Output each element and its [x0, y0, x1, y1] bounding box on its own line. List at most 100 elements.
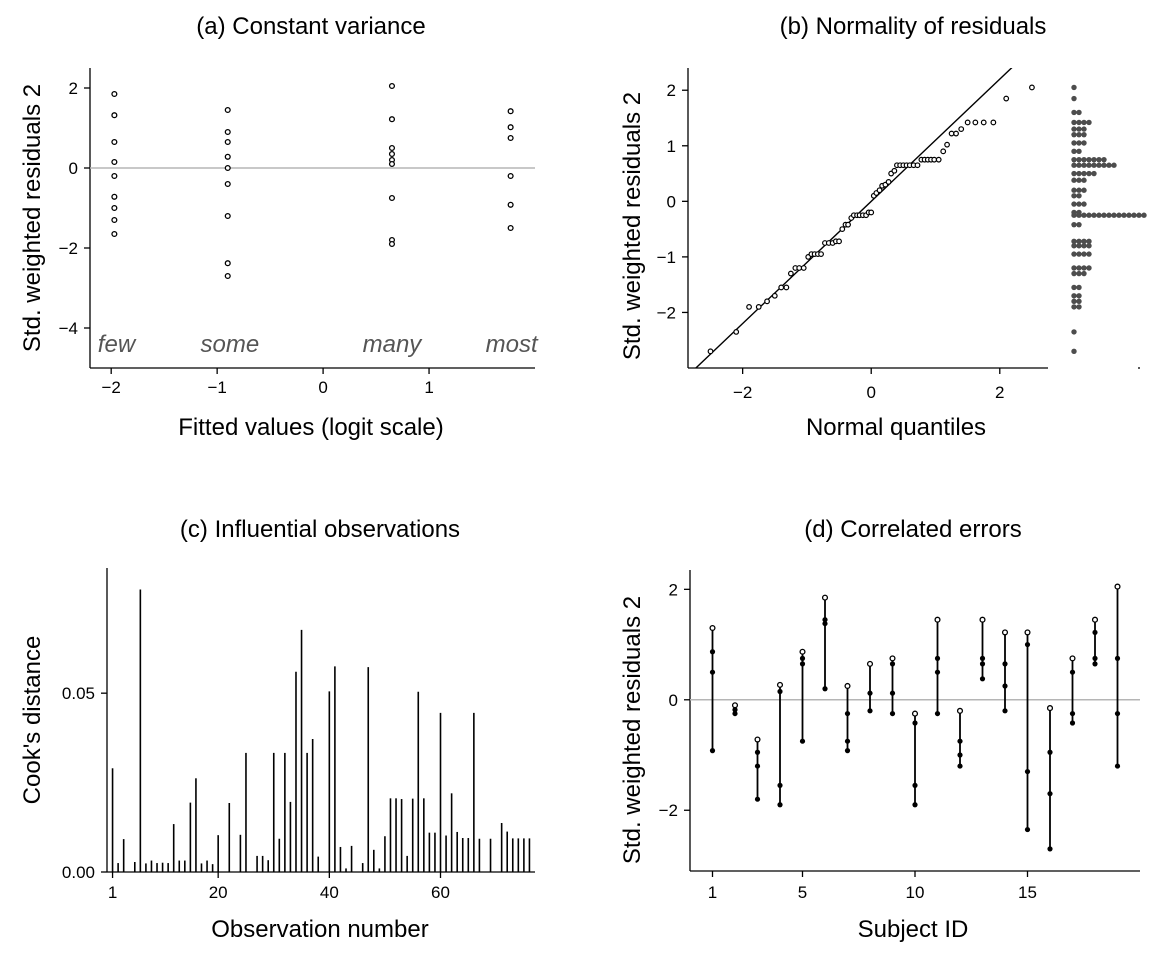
residual-point [388, 116, 396, 123]
qq-point [783, 284, 790, 291]
subject-point [732, 710, 738, 717]
subject-max-point [1114, 583, 1121, 590]
marginal-dot [1126, 212, 1132, 218]
qq-point [746, 303, 752, 310]
marginal-dot [1076, 251, 1082, 257]
marginal-dot [1081, 265, 1087, 271]
qq-point [755, 303, 762, 310]
subject-point [844, 738, 851, 744]
qq-point [958, 126, 965, 133]
subject-point [912, 782, 918, 788]
residual-point [388, 160, 396, 168]
subject-point [1002, 661, 1008, 667]
panel-c-bars [111, 589, 531, 872]
subject-point [1047, 749, 1053, 755]
panel-a-x-label: Fitted values (logit scale) [178, 414, 443, 441]
y-tick-label: −2 [59, 239, 78, 258]
marginal-dot [1081, 251, 1087, 257]
marginal-dot [1076, 243, 1082, 249]
subject-max-point [754, 736, 761, 743]
residual-point [224, 164, 231, 172]
y-tick-label: 2 [669, 580, 678, 599]
marginal-dot [1071, 148, 1077, 155]
marginal-dot [1071, 329, 1077, 335]
subject-point [822, 617, 828, 623]
subject-point [979, 655, 986, 661]
panel-d-subjects [709, 583, 1121, 852]
panel-b-y-label: Std. weighted residuals 2 [619, 92, 646, 360]
qq-point [707, 348, 714, 355]
subject-point [709, 649, 716, 655]
qq-point [800, 265, 807, 271]
x-tick-label: 20 [209, 883, 228, 902]
y-tick-label: 2 [667, 81, 676, 100]
panel-c-y-label: Cook's distance [19, 636, 46, 805]
subject-max-point [956, 707, 964, 714]
subject-max-point [731, 702, 739, 709]
marginal-dot [1101, 162, 1107, 168]
marginal-dot [1071, 126, 1077, 132]
marginal-dot [1071, 348, 1077, 355]
qq-point [771, 292, 778, 299]
residual-point [111, 112, 118, 119]
subject-point [709, 669, 716, 675]
marginal-dot [1096, 156, 1102, 163]
y-tick-label: −1 [657, 248, 676, 267]
qq-point [944, 141, 950, 148]
marginal-dot [1076, 156, 1082, 163]
marginal-dot [1086, 170, 1092, 177]
x-tick-label: 40 [320, 883, 339, 902]
marginal-dot [1071, 243, 1077, 249]
marginal-dot [1071, 193, 1077, 199]
residual-point [111, 172, 118, 180]
panel-a-y-label: Std. weighted residuals 2 [19, 84, 46, 352]
residual-point [224, 212, 231, 220]
subject-point [822, 686, 828, 692]
subject-point [1069, 669, 1076, 675]
marginal-dot [1076, 270, 1082, 277]
qq-point [885, 178, 892, 185]
subject-point [1024, 641, 1031, 648]
residual-point [111, 204, 118, 212]
residual-point [224, 153, 231, 160]
marginal-dot [1081, 243, 1087, 249]
marginal-dot [1081, 140, 1087, 146]
residual-point [388, 150, 396, 158]
marginal-dot [1111, 162, 1117, 168]
subject-point [732, 707, 738, 713]
qq-point [1029, 84, 1035, 91]
subject-point [912, 720, 918, 726]
x-tick-label: −2 [733, 383, 752, 402]
qq-reference-line [694, 68, 1013, 368]
subject-point [957, 752, 963, 758]
subject-max-point [934, 616, 941, 623]
residual-point [224, 106, 231, 114]
panel-a-group-labels: few some many most [98, 331, 539, 358]
y-tick-label: 0 [667, 192, 676, 211]
marginal-dot [1081, 119, 1087, 126]
marginal-dot [1076, 109, 1082, 116]
marginal-dot [1071, 95, 1077, 102]
marginal-dot [1071, 265, 1077, 271]
marginal-dot [1076, 293, 1082, 299]
subject-max-point [799, 648, 806, 655]
marginal-dot [1076, 221, 1082, 228]
qq-point [935, 156, 942, 163]
panel-b-points [707, 84, 1035, 355]
x-tick-label: 60 [431, 883, 450, 902]
marginal-dot [1071, 251, 1077, 257]
subject-point [777, 782, 783, 788]
y-tick-label: 0.00 [62, 863, 95, 882]
subject-max-point [889, 655, 896, 662]
marginal-dot [1071, 109, 1077, 116]
subject-max-point [1046, 705, 1054, 712]
x-tick-label: 1 [708, 883, 717, 902]
residual-point [388, 82, 396, 90]
marginal-dot [1131, 212, 1137, 218]
subject-point [822, 620, 828, 627]
subject-max-point [821, 594, 829, 601]
residual-point [507, 201, 514, 208]
marginal-dot [1106, 212, 1112, 218]
subject-point [1002, 683, 1008, 689]
marginal-dot [1076, 170, 1082, 177]
